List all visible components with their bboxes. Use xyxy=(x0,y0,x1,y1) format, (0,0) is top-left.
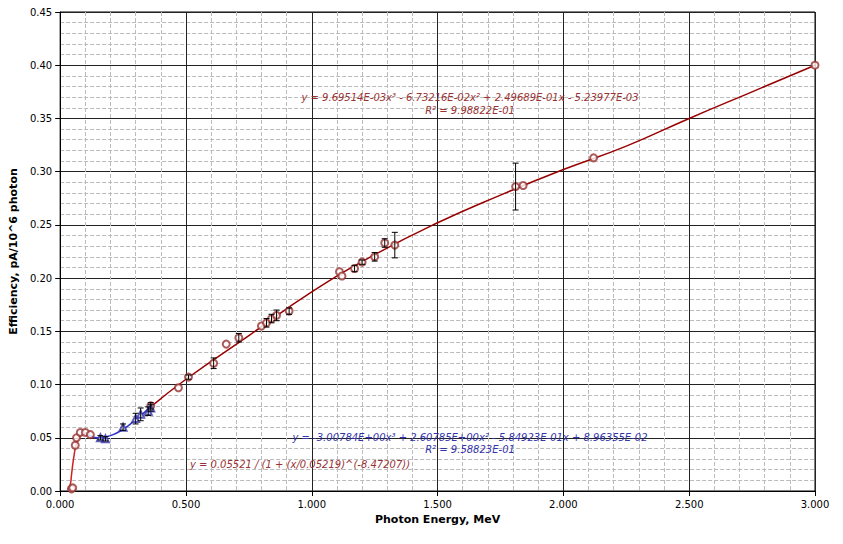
svg-text:Photon Energy, MeV: Photon Energy, MeV xyxy=(375,513,501,526)
svg-text:0.15: 0.15 xyxy=(30,326,52,337)
svg-text:R² = 9.58823E-01: R² = 9.58823E-01 xyxy=(425,444,515,455)
svg-text:0.45: 0.45 xyxy=(30,7,52,18)
svg-text:y = -3.00784E+00x³ + 2.60785E+: y = -3.00784E+00x³ + 2.60785E+00x² - 5.8… xyxy=(291,432,647,443)
svg-text:0.30: 0.30 xyxy=(30,166,52,177)
svg-text:Efficiency, pA/10^6 photon: Efficiency, pA/10^6 photon xyxy=(7,168,20,335)
svg-text:0.00: 0.00 xyxy=(30,486,52,497)
svg-text:y = 0.05521 / (1 + (x/0.05219): y = 0.05521 / (1 + (x/0.05219)^(-8.47207… xyxy=(189,459,410,470)
svg-text:2.500: 2.500 xyxy=(675,499,704,510)
svg-text:1.000: 1.000 xyxy=(297,499,326,510)
svg-text:0.35: 0.35 xyxy=(30,113,52,124)
svg-text:0.000: 0.000 xyxy=(46,499,75,510)
svg-text:1.500: 1.500 xyxy=(423,499,452,510)
svg-text:3.000: 3.000 xyxy=(801,499,830,510)
svg-text:2.000: 2.000 xyxy=(549,499,578,510)
svg-text:0.500: 0.500 xyxy=(172,499,201,510)
svg-text:0.20: 0.20 xyxy=(30,273,52,284)
svg-text:0.40: 0.40 xyxy=(30,60,52,71)
svg-text:0.25: 0.25 xyxy=(30,219,52,230)
svg-text:0.10: 0.10 xyxy=(30,379,52,390)
svg-text:0.05: 0.05 xyxy=(30,432,52,443)
svg-text:y = 9.69514E-03x³ - 6.73216E-0: y = 9.69514E-03x³ - 6.73216E-02x² + 2.49… xyxy=(300,92,638,103)
svg-text:R² = 9.98822E-01: R² = 9.98822E-01 xyxy=(425,105,515,116)
